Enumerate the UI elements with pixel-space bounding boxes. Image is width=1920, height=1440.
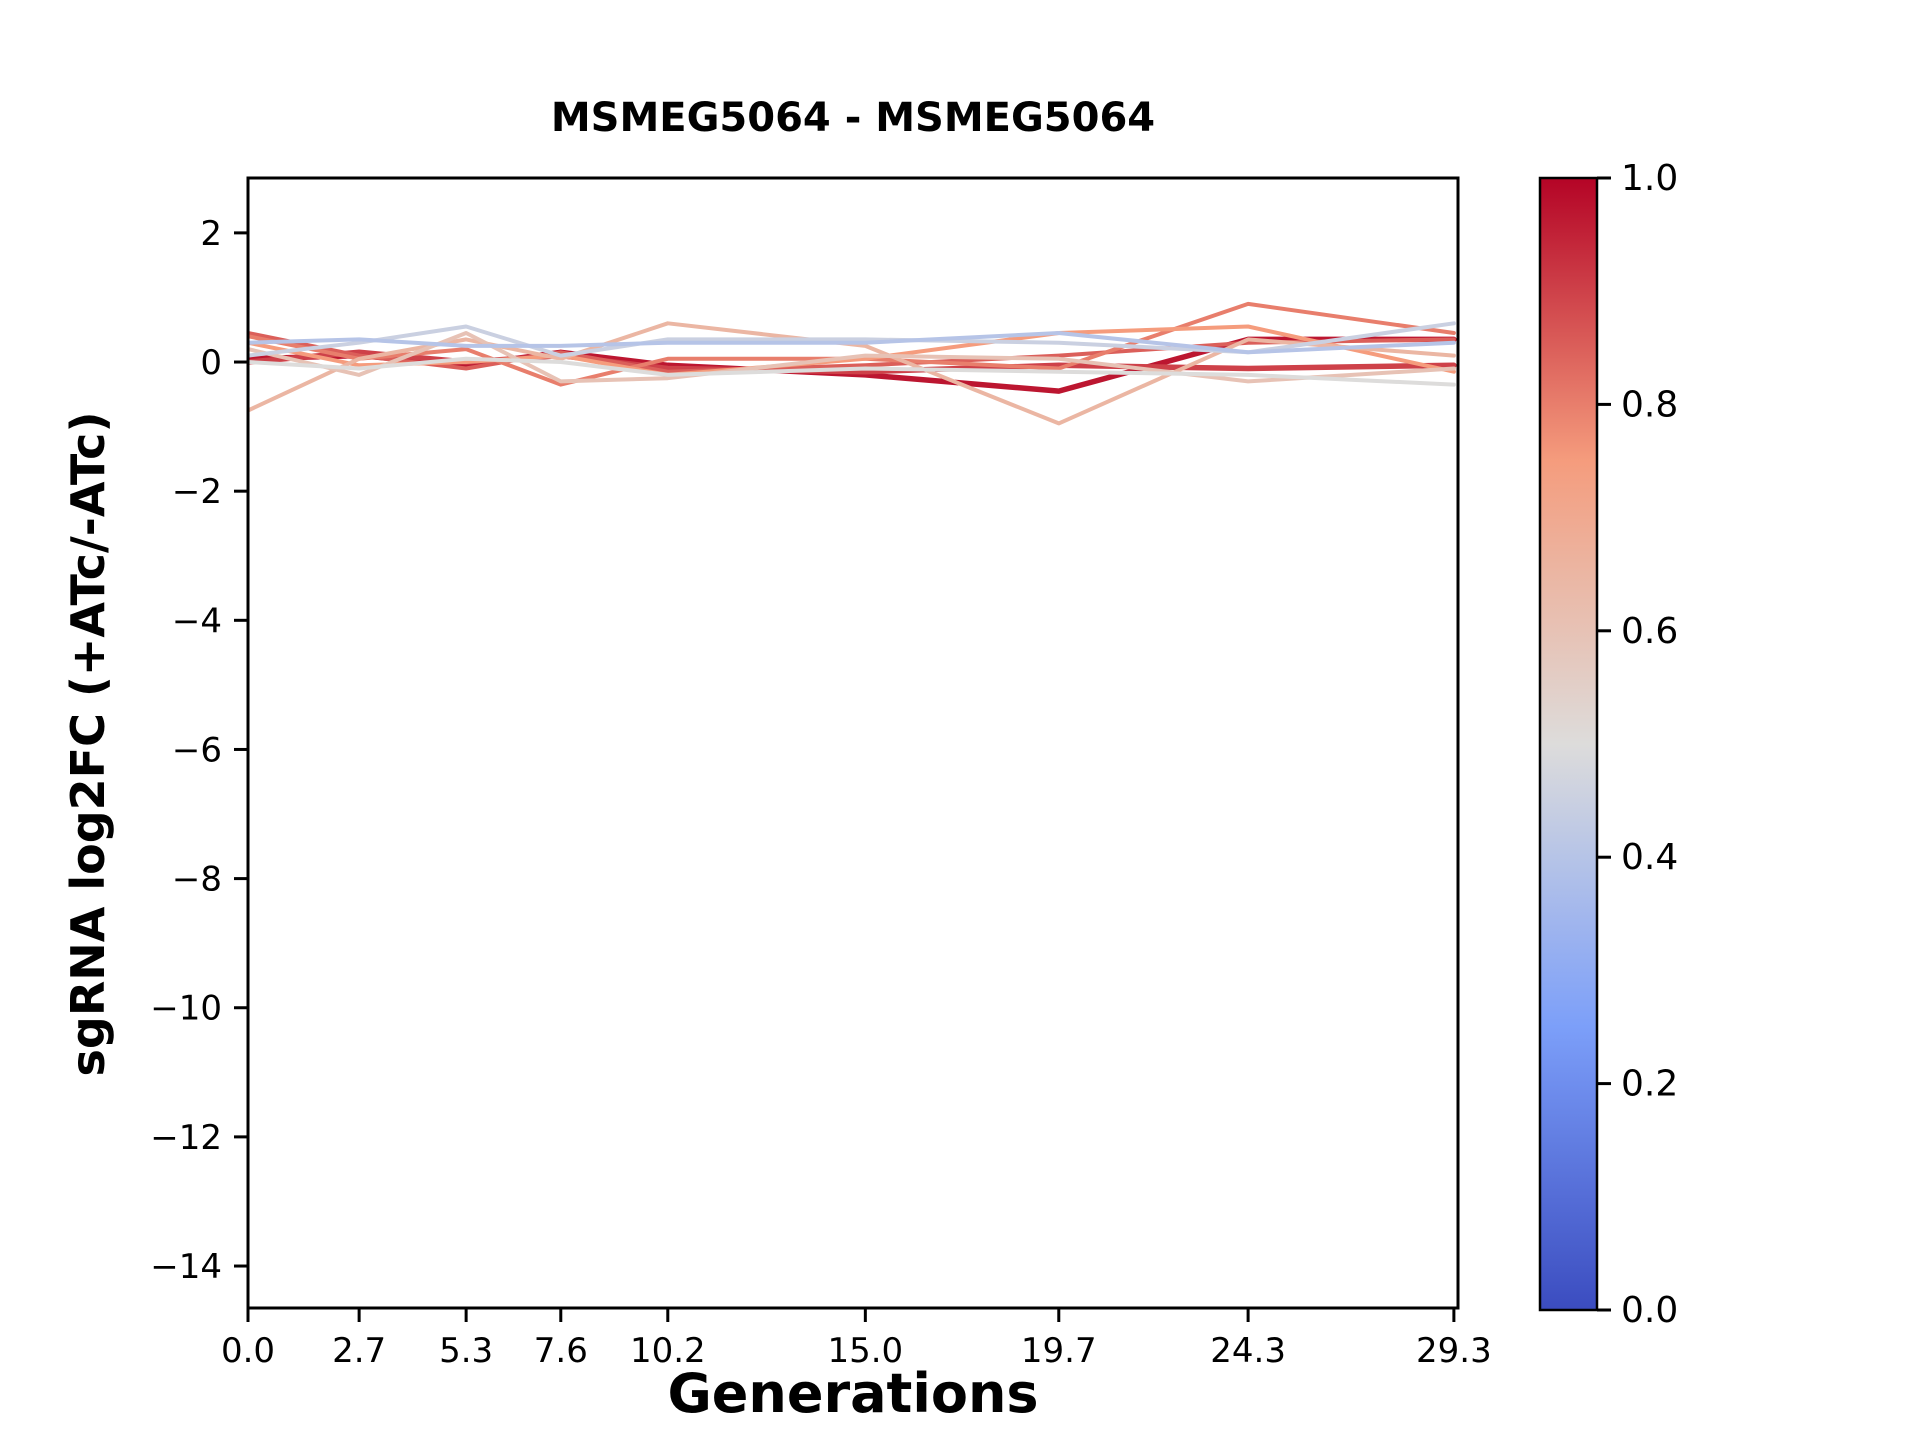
y-tick-label: 2 bbox=[200, 214, 222, 254]
x-tick-label: 15.0 bbox=[827, 1331, 903, 1371]
y-tick-label: −12 bbox=[150, 1118, 222, 1158]
colorbar-tick-label: 1.0 bbox=[1621, 158, 1678, 199]
y-axis-label: sgRNA log2FC (+ATc/-ATc) bbox=[61, 411, 115, 1077]
x-tick-label: 2.7 bbox=[332, 1331, 386, 1371]
series-line-9 bbox=[248, 331, 1456, 355]
series-line-8 bbox=[248, 321, 1456, 358]
y-tick-label: −14 bbox=[150, 1247, 222, 1287]
y-axis-ticks: 2 0 −2 −4 −6 −8 −10 −12 −14 bbox=[150, 214, 248, 1287]
colorbar-gradient bbox=[1540, 178, 1597, 1310]
x-axis-ticks: 0.0 2.7 5.3 7.6 10.2 15.0 19.7 24.3 29.3 bbox=[221, 1308, 1492, 1371]
series-lines bbox=[248, 301, 1457, 426]
colorbar-tick-label: 0.0 bbox=[1621, 1290, 1678, 1331]
series-line-5 bbox=[248, 321, 1456, 426]
colorbar-tick-label: 0.4 bbox=[1621, 837, 1678, 878]
y-tick-label: −6 bbox=[172, 730, 222, 770]
y-tick-label: −10 bbox=[150, 989, 222, 1029]
x-tick-label: 5.3 bbox=[439, 1331, 493, 1371]
colorbar-tick-label: 0.2 bbox=[1621, 1064, 1678, 1105]
y-tick-label: 0 bbox=[200, 343, 222, 383]
y-tick-label: −4 bbox=[172, 601, 222, 641]
colorbar-tick-label: 0.8 bbox=[1621, 384, 1678, 425]
colorbar-tick-label: 0.6 bbox=[1621, 611, 1678, 652]
x-tick-label: 29.3 bbox=[1416, 1331, 1492, 1371]
series-line-3 bbox=[248, 301, 1456, 387]
colorbar-border bbox=[1538, 176, 1599, 1312]
x-tick-label: 19.7 bbox=[1021, 1331, 1097, 1371]
x-tick-label: 10.2 bbox=[630, 1331, 706, 1371]
x-tick-label: 24.3 bbox=[1210, 1331, 1286, 1371]
series-line-7 bbox=[248, 356, 1456, 387]
colorbar: 1.0 0.8 0.6 0.4 0.2 0.0 bbox=[1538, 158, 1678, 1331]
y-tick-label: −2 bbox=[172, 472, 222, 512]
x-axis-label: Generations bbox=[667, 1362, 1039, 1425]
x-tick-label: 7.6 bbox=[534, 1331, 588, 1371]
x-tick-label: 0.0 bbox=[221, 1331, 275, 1371]
chart-title: MSMEG5064 - MSMEG5064 bbox=[550, 95, 1156, 141]
y-tick-label: −8 bbox=[172, 860, 222, 900]
axes-border bbox=[246, 176, 1460, 1310]
